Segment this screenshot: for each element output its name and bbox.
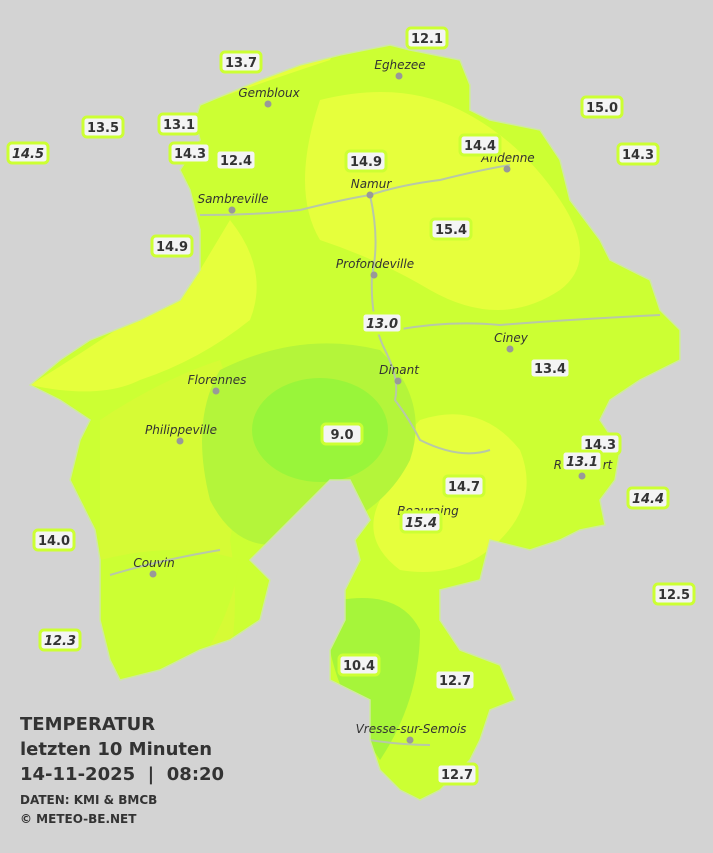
- station-box: [580, 95, 624, 119]
- city-dot: [264, 100, 272, 108]
- station-box: [458, 133, 502, 157]
- station-box: [360, 311, 404, 335]
- station-box: [429, 217, 473, 241]
- station-box: [157, 112, 201, 136]
- station-box: [652, 582, 696, 606]
- city-dot: [370, 271, 378, 279]
- city-label: Namur: [351, 177, 393, 191]
- city-dot: [212, 387, 220, 395]
- city-label: Philippeville: [145, 423, 217, 437]
- station-box: [344, 149, 388, 173]
- station-box: [6, 141, 50, 165]
- station-box: [433, 668, 477, 692]
- station-value: 12.4: [220, 154, 252, 169]
- city-label: Gembloux: [238, 86, 300, 100]
- station-value: 9.0: [330, 428, 353, 443]
- city-label: Sambreville: [197, 192, 268, 206]
- station-value: 14.3: [174, 147, 206, 162]
- city-dot: [228, 206, 236, 214]
- station-box: [38, 628, 82, 652]
- legend-title: TEMPERATUR: [20, 714, 155, 735]
- city-label: Profondeville: [336, 257, 414, 271]
- city-label: Dinant: [379, 363, 420, 377]
- city-label: Eghezee: [374, 58, 425, 72]
- city-dot: [366, 191, 374, 199]
- station-value: 15.4: [435, 223, 467, 238]
- station-value: 13.5: [87, 121, 119, 136]
- station-value: 12.5: [658, 588, 690, 603]
- station-box: [399, 510, 443, 534]
- city-dot: [578, 472, 586, 480]
- station-value: 12.7: [441, 768, 473, 783]
- city-dot: [506, 345, 514, 353]
- city-label: Couvin: [133, 556, 174, 570]
- city-dot: [149, 570, 157, 578]
- station-value: 15.4: [405, 516, 437, 531]
- station-value: 13.0: [366, 317, 398, 332]
- city-dot: [406, 736, 414, 744]
- station-value: 10.4: [343, 659, 375, 674]
- station-value: 12.3: [44, 634, 76, 649]
- station-value: 14.9: [156, 240, 188, 255]
- city-dot: [395, 72, 403, 80]
- station-box: [442, 474, 486, 498]
- station-value: 13.1: [566, 455, 598, 470]
- station-value: 14.9: [350, 155, 382, 170]
- province-outline: [28, 44, 681, 801]
- station-box: [214, 148, 258, 172]
- station-value: 13.1: [163, 118, 195, 133]
- legend-source: DATEN: KMI & BMCB: [20, 793, 157, 807]
- legend: TEMPERATUR letzten 10 Minuten 14-11-2025…: [20, 714, 224, 826]
- station-value: 14.3: [622, 148, 654, 163]
- station-value: 12.7: [439, 674, 471, 689]
- city-dot: [176, 437, 184, 445]
- station-box: [626, 486, 670, 510]
- station-value: 15.0: [586, 101, 618, 116]
- legend-copyright: © METEO-BE.NET: [20, 812, 137, 826]
- station-value: 14.5: [12, 147, 44, 162]
- station-box: [435, 762, 479, 786]
- station-box: [616, 142, 660, 166]
- station-value: 14.4: [464, 139, 496, 154]
- station-box: [32, 528, 76, 552]
- station-value: 12.1: [411, 32, 443, 47]
- station-value: 14.0: [38, 534, 70, 549]
- station-box: [150, 234, 194, 258]
- station-value: 13.7: [225, 56, 257, 71]
- station-box: [320, 422, 364, 446]
- station-value: 13.4: [534, 362, 566, 377]
- city-label: Florennes: [188, 373, 247, 387]
- station-value: 14.4: [632, 492, 664, 507]
- legend-period: letzten 10 Minuten: [20, 739, 212, 760]
- station-value: 14.7: [448, 480, 480, 495]
- station-box: [528, 356, 572, 380]
- city-label: Vresse-sur-Semois: [356, 722, 467, 736]
- station-box: [337, 653, 381, 677]
- station-box: [560, 449, 604, 473]
- city-dot: [503, 165, 511, 173]
- station-box: [219, 50, 263, 74]
- station-box: [168, 141, 212, 165]
- station-value: 14.3: [584, 438, 616, 453]
- city-label: Ciney: [494, 331, 529, 345]
- station-box: [405, 26, 449, 50]
- legend-datetime: 14-11-2025 | 08:20: [20, 764, 224, 785]
- city-dot: [394, 377, 402, 385]
- station-box: [81, 115, 125, 139]
